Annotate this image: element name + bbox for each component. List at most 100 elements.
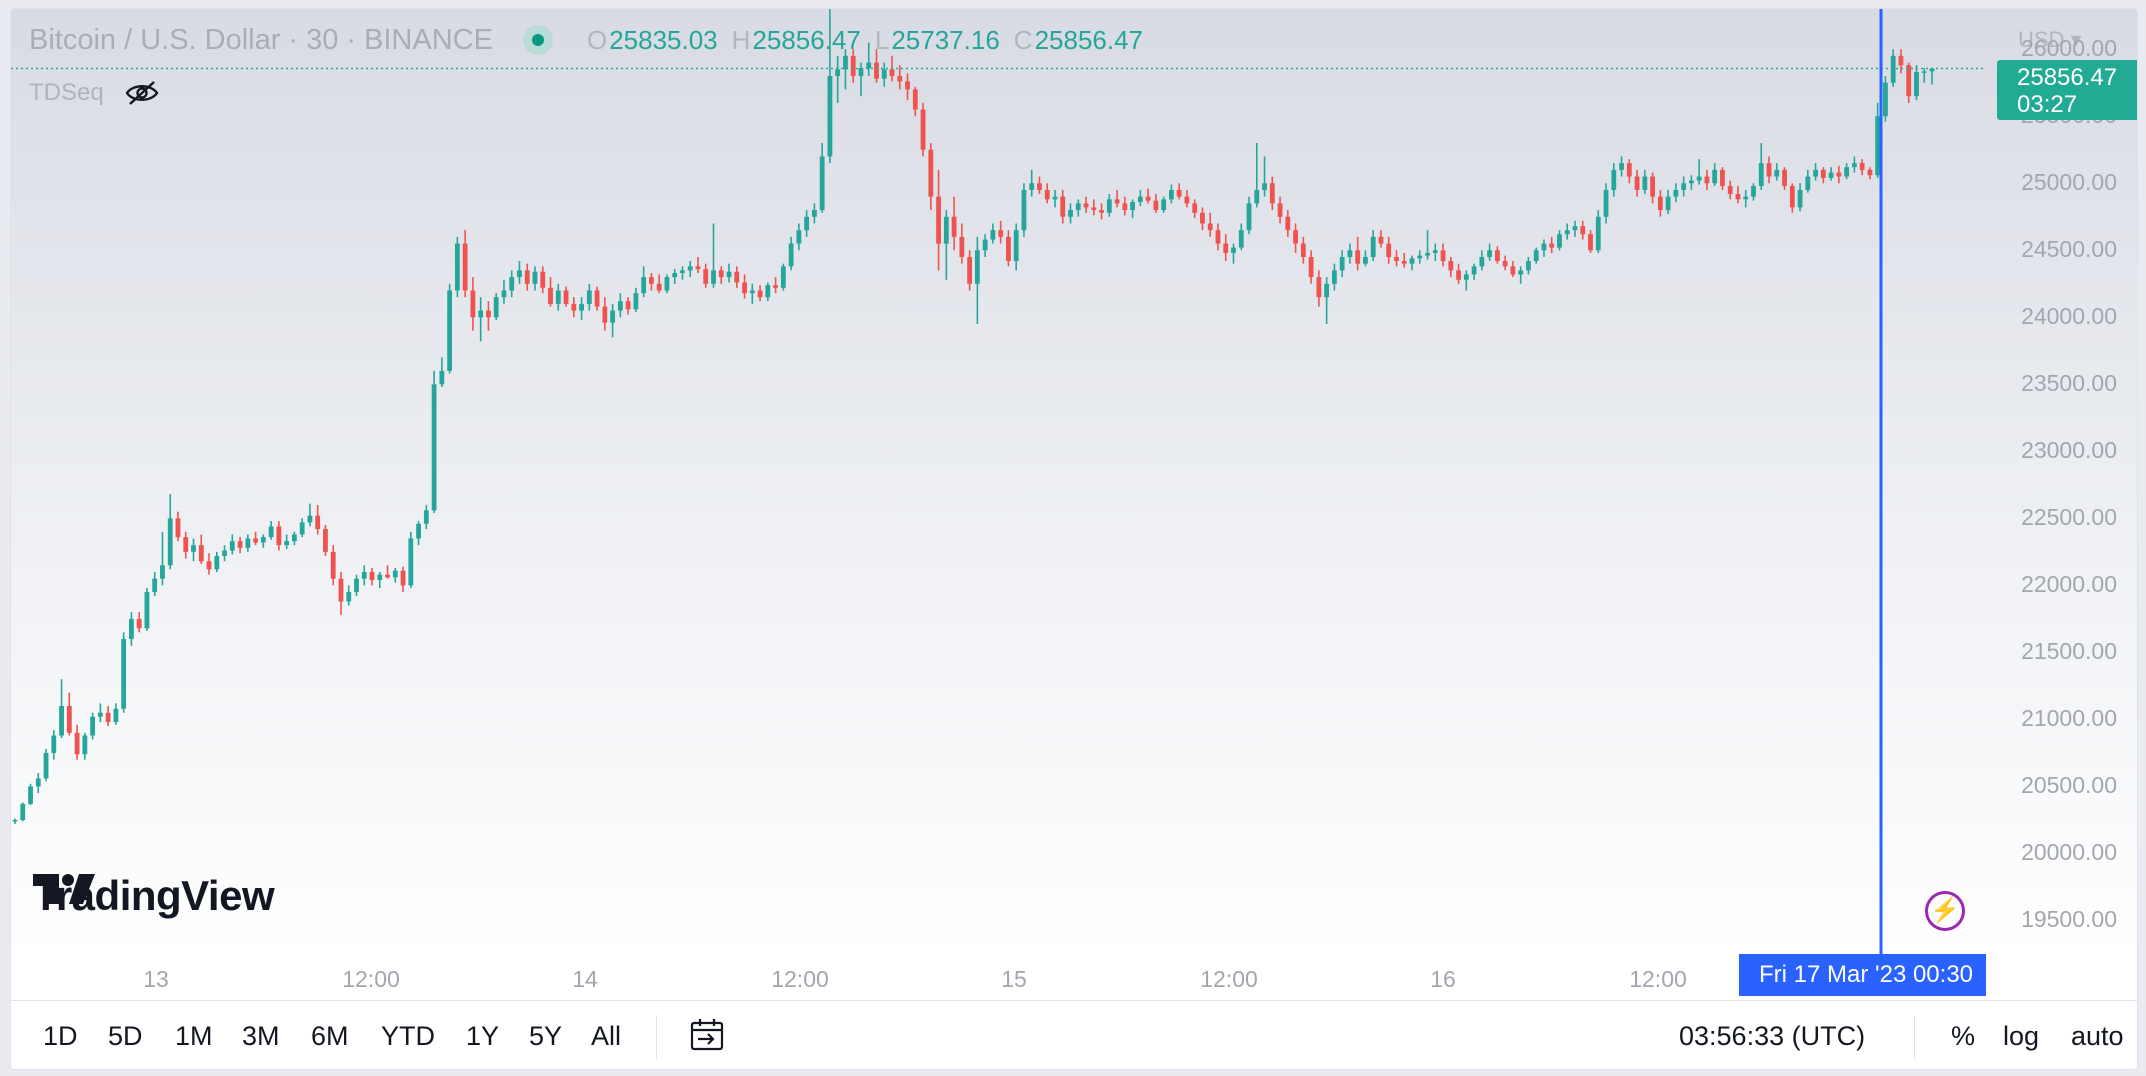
open-value: 25835.03 (609, 24, 718, 55)
candle (198, 534, 204, 564)
candle (967, 250, 973, 291)
candle (804, 210, 810, 237)
candle (912, 86, 918, 117)
tradingview-logo[interactable]: TradingView (33, 872, 275, 920)
candle-body (967, 256, 973, 284)
range-all-button[interactable]: All (591, 1021, 622, 1051)
candle (1068, 203, 1073, 224)
candle-body (1052, 196, 1058, 200)
candle (936, 169, 941, 271)
candle (928, 143, 934, 211)
candle (385, 565, 390, 579)
log-scale-button[interactable]: log (2003, 1021, 2040, 1051)
range-1d-button[interactable]: 1D (43, 1021, 78, 1051)
ohlc-values: O 25835.03 H 25856.47 L 25737.16 C 25856… (573, 25, 1143, 56)
candle (1657, 189, 1663, 217)
candle-body (1363, 256, 1368, 264)
candle (299, 518, 305, 538)
candle (1859, 159, 1865, 176)
candle-body (920, 109, 926, 150)
currency-selector[interactable]: USD ▾ (2018, 27, 2082, 52)
range-6m-button[interactable]: 6M (311, 1021, 349, 1051)
candle-body (1161, 199, 1167, 211)
candle-body (454, 243, 460, 291)
candle (1215, 223, 1221, 251)
candle (1665, 189, 1671, 215)
candle-body (1867, 169, 1873, 176)
candle (555, 283, 561, 311)
candle-body (1789, 185, 1795, 208)
bottom-toolbar: 1D 5D 1M 3M 6M YTD 1Y 5Y All 03:56:33 (U… (11, 1000, 2137, 1069)
auto-scale-button[interactable]: auto (2071, 1021, 2124, 1051)
candle-body (866, 62, 872, 68)
candle-body (66, 706, 72, 733)
range-3m-button[interactable]: 3M (242, 1021, 280, 1051)
candle-body (1494, 250, 1500, 261)
candle-body (1386, 243, 1392, 257)
candle (540, 266, 546, 294)
indicator-legend[interactable]: TDSeq (29, 77, 160, 109)
candle (307, 503, 313, 527)
lightning-icon[interactable]: ⚡ (1925, 891, 1965, 931)
price-tick: 20500.00 (2021, 772, 2117, 799)
candle (1828, 167, 1834, 181)
candle-body (51, 735, 57, 753)
candle-body (1914, 72, 1919, 97)
symbol-title[interactable]: Bitcoin / U.S. Dollar (29, 23, 281, 56)
candle-body (1696, 176, 1702, 181)
candle (602, 297, 608, 331)
candle-body (718, 270, 724, 278)
candle-body (501, 290, 507, 298)
candle (1526, 256, 1531, 275)
range-5d-button[interactable]: 5D (108, 1021, 143, 1051)
open-key: O (586, 24, 608, 55)
range-1m-button[interactable]: 1M (175, 1021, 213, 1051)
candle (1898, 49, 1904, 74)
time-axis[interactable]: 13 12:00 14 12:00 15 12:00 16 12:00 Fri … (11, 954, 1986, 1000)
candle-body (1013, 230, 1019, 261)
candle (1060, 189, 1066, 224)
price-axis[interactable]: USD ▾ 26000.0025500.0025000.0024500.0024… (1986, 9, 2137, 954)
candle (12, 818, 18, 824)
range-5y-button[interactable]: 5Y (529, 1021, 563, 1051)
candle-body (206, 561, 212, 570)
candle-body (152, 578, 158, 593)
candle-body (703, 269, 709, 284)
go-to-date-icon[interactable] (689, 1017, 725, 1053)
chart-pane[interactable]: Bitcoin / U.S. Dollar · 30 · BINANCE O 2… (11, 9, 1986, 954)
candle-body (524, 270, 530, 284)
candle (470, 277, 476, 331)
symbol-legend: Bitcoin / U.S. Dollar · 30 · BINANCE O 2… (29, 23, 1143, 57)
candle (990, 223, 996, 244)
candle-body (625, 301, 631, 310)
candle-body (1851, 163, 1857, 168)
candlestick-chart[interactable] (11, 9, 1986, 954)
candle-body (354, 578, 359, 593)
candle-body (959, 236, 965, 257)
candle-body (121, 639, 127, 709)
candle-body (610, 310, 616, 323)
market-status-icon[interactable] (522, 25, 553, 55)
eye-hidden-icon[interactable] (124, 79, 160, 107)
candle (1851, 156, 1857, 173)
candle (1867, 167, 1873, 180)
candle-body (1417, 255, 1423, 259)
candle (1720, 167, 1725, 190)
interval-label[interactable]: 30 (306, 23, 339, 56)
candle (392, 567, 398, 583)
candle (680, 266, 685, 280)
utc-clock[interactable]: 03:56:33 (UTC) (1679, 1021, 1866, 1051)
candle-body (1541, 243, 1547, 251)
candle (509, 270, 515, 298)
candle (1300, 236, 1306, 264)
range-1y-button[interactable]: 1Y (466, 1021, 500, 1051)
candle (1564, 223, 1570, 240)
candle-body (633, 293, 639, 310)
range-ytd-button[interactable]: YTD (381, 1021, 435, 1051)
candle-body (555, 290, 561, 304)
candle-body (35, 778, 41, 787)
percent-scale-button[interactable]: % (1951, 1021, 1976, 1051)
candle-body (1316, 277, 1322, 298)
candle (338, 571, 344, 615)
candle-body (695, 266, 701, 270)
